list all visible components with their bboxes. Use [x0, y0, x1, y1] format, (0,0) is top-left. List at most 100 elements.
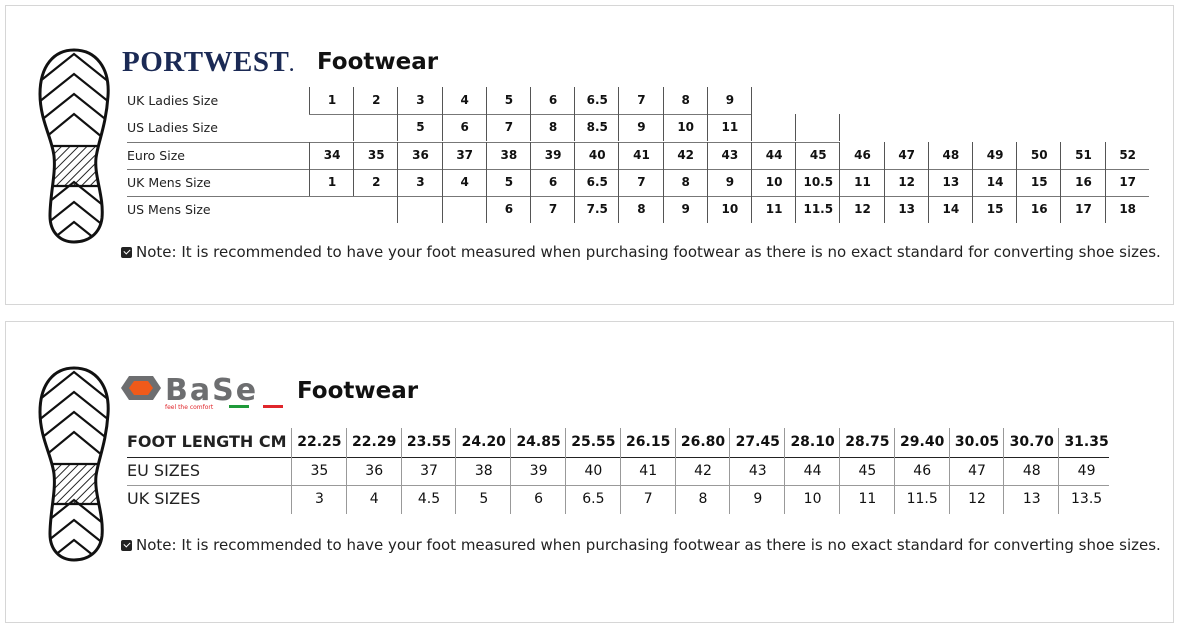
cell-edge [751, 87, 752, 114]
size-cell: 40 [574, 141, 619, 169]
size-cell: 51 [1060, 141, 1105, 169]
size-cell: 24.85 [510, 428, 566, 457]
size-cell: 28.75 [839, 428, 895, 457]
size-cell: 1 [309, 87, 354, 114]
size-cell: 43 [729, 456, 785, 485]
size-cell: 5 [397, 114, 442, 142]
size-cell: 38 [455, 456, 511, 485]
size-cell: 12 [839, 196, 884, 224]
size-cell: 12 [948, 485, 1005, 514]
chart-title: Footwear [317, 49, 439, 75]
size-cell: 23.55 [400, 428, 457, 457]
row-divider [127, 456, 1109, 458]
size-cell: 49 [972, 141, 1017, 169]
size-cell: 4 [441, 87, 487, 114]
size-cell: 9 [729, 485, 785, 514]
size-cell [353, 114, 398, 142]
table-row: UK SIZES 3 4 4.5 5 6 6.5 7 8 9 10 11 11.5 12 13 13.5 [127, 485, 1109, 514]
size-cell: 9 [662, 196, 708, 224]
size-cell: 6 [530, 168, 575, 196]
size-cell: 13 [927, 168, 973, 196]
size-cell: 13 [1003, 485, 1059, 514]
size-cell: 44 [784, 456, 840, 485]
size-cell: 35 [353, 141, 398, 169]
size-cell: 35 [291, 456, 347, 485]
size-cell: 25.55 [565, 428, 621, 457]
base-size-table: FOOT LENGTH CM 22.25 22.29 23.55 24.20 24.85 2… [127, 428, 1109, 514]
size-cell: 46 [839, 141, 884, 169]
base-logo: BaSe feel the comfort [121, 373, 283, 411]
size-cell: 39 [510, 456, 566, 485]
size-cell: 6 [530, 87, 575, 114]
size-cell: 17 [1104, 168, 1150, 196]
size-cell: 22.25 [291, 428, 347, 457]
table-row: US Ladies Size 5 6 7 8 8.5 9 10 11 [127, 114, 1147, 142]
size-cell: 5 [485, 87, 531, 114]
size-cell: 22.29 [345, 428, 402, 457]
size-cell: 48 [927, 141, 973, 169]
size-cell: 8 [662, 168, 708, 196]
size-cell: 11 [839, 485, 895, 514]
row-divider [127, 485, 1109, 486]
size-cell: 5 [485, 168, 531, 196]
size-cell [441, 196, 487, 224]
size-cell: 4 [441, 168, 487, 196]
row-divider [127, 168, 1149, 170]
size-cell: 47 [948, 456, 1005, 485]
row-label: Euro Size [127, 147, 185, 163]
size-cell: 8 [530, 114, 575, 142]
size-cell: 45 [839, 456, 895, 485]
note-text: Note: It is recommended to have your foo… [136, 536, 1161, 554]
size-cell: 36 [345, 456, 402, 485]
size-cell: 8 [662, 87, 708, 114]
chart-title: Footwear [297, 378, 419, 404]
row-label: US Mens Size [127, 202, 211, 218]
size-cell: 8 [674, 485, 731, 514]
size-cell: 11 [839, 168, 884, 196]
size-cell: 5 [455, 485, 511, 514]
size-cell: 39 [530, 141, 575, 169]
size-cell: 13.5 [1058, 485, 1114, 514]
size-cell: 7 [618, 168, 663, 196]
size-cell: 15 [1016, 168, 1061, 196]
size-cell: 7 [530, 196, 575, 224]
size-cell: 36 [397, 141, 442, 169]
size-cell: 14 [927, 196, 973, 224]
row-divider [127, 141, 840, 143]
size-cell: 26.15 [619, 428, 676, 457]
size-cell: 6 [510, 485, 566, 514]
row-label: FOOT LENGTH CM [127, 432, 287, 451]
size-cell: 6.5 [574, 168, 619, 196]
size-cell: 8 [618, 196, 663, 224]
size-cell: 10 [662, 114, 708, 142]
size-cell: 12 [883, 168, 929, 196]
size-cell: 24.20 [455, 428, 511, 457]
size-cell: 16 [1016, 196, 1061, 224]
size-cell: 7 [618, 87, 663, 114]
size-cell: 46 [893, 456, 950, 485]
size-cell: 6.5 [565, 485, 621, 514]
size-cell: 16 [1060, 168, 1105, 196]
size-cell: 30.70 [1003, 428, 1059, 457]
size-cell: 3 [397, 87, 442, 114]
size-cell: 41 [618, 141, 663, 169]
shoe-sole-icon [34, 46, 114, 246]
size-cell: 43 [706, 141, 752, 169]
size-cell [795, 114, 840, 142]
size-cell: 6.5 [574, 87, 619, 114]
size-cell: 10 [751, 168, 796, 196]
size-cell: 9 [706, 168, 752, 196]
size-cell: 37 [400, 456, 457, 485]
row-divider [127, 196, 1149, 198]
size-cell: 8.5 [574, 114, 619, 142]
base-size-chart: BaSe feel the comfort Footwear FOOT LENG… [5, 321, 1174, 623]
row-label: EU SIZES [127, 460, 201, 480]
size-cell: 2 [353, 168, 398, 196]
size-cell [751, 114, 796, 142]
table-row: US Mens Size 6 7 7.5 8 9 10 11 11.5 12 13 14 15 16 17 1… [127, 196, 1147, 224]
size-cell: 38 [485, 141, 531, 169]
size-cell: 50 [1016, 141, 1061, 169]
size-cell: 49 [1058, 456, 1114, 485]
size-cell: 47 [883, 141, 929, 169]
portwest-logo: PORTWEST. [122, 46, 295, 78]
